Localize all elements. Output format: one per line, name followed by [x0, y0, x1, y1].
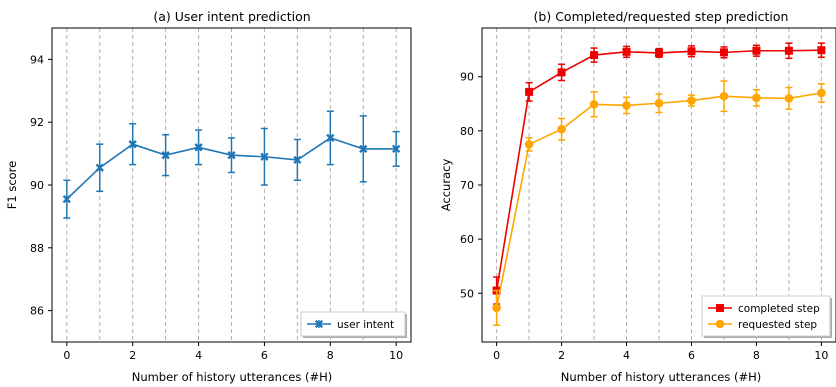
panel-user-intent: (a) User intent prediction Number of his… — [5, 9, 412, 384]
y-tick-label: 70 — [460, 179, 474, 192]
legend-box — [701, 295, 831, 337]
legend: completed step requested step — [701, 295, 832, 338]
data-point — [194, 143, 203, 152]
y-tick-label: 80 — [460, 125, 474, 138]
data-point — [326, 133, 335, 143]
data-point — [784, 94, 794, 103]
panel-step-prediction: (b) Completed/requested step prediction … — [439, 9, 836, 384]
data-point — [687, 47, 696, 56]
data-point — [161, 151, 170, 160]
data-point — [622, 101, 631, 110]
series-layer — [492, 42, 826, 326]
y-tick-label: 60 — [460, 233, 474, 246]
y-tick-label: 94 — [30, 53, 44, 66]
series-user-intent — [62, 110, 401, 219]
y-tick-label: 92 — [30, 116, 44, 129]
data-point — [392, 144, 401, 154]
data-point — [655, 48, 663, 57]
x-tick-label: 4 — [195, 349, 202, 362]
y-tick-label: 90 — [30, 179, 44, 192]
data-point — [227, 151, 236, 160]
tick-layer: 0 2 4 6 8 10 86 88 90 92 94 — [30, 53, 403, 362]
data-point — [752, 93, 761, 103]
data-point — [589, 100, 599, 109]
data-point — [293, 155, 302, 165]
data-point — [525, 87, 534, 96]
data-point — [752, 46, 761, 55]
legend-marker — [314, 319, 324, 329]
data-point — [95, 163, 104, 172]
data-point — [557, 124, 566, 134]
x-tick-label: 8 — [327, 349, 334, 362]
x-tick-label: 6 — [261, 349, 268, 362]
series-completed-step — [492, 42, 826, 305]
legend: user intent — [300, 311, 407, 338]
data-point — [62, 194, 71, 204]
legend-label: requested step — [738, 319, 817, 331]
y-axis-label: F1 score — [5, 161, 19, 210]
x-tick-label: 0 — [63, 349, 70, 362]
x-tick-label: 10 — [814, 349, 828, 362]
grid — [66, 28, 397, 342]
data-point — [359, 144, 368, 154]
x-tick-label: 10 — [389, 349, 403, 362]
data-point — [260, 152, 269, 161]
data-point — [557, 68, 566, 77]
y-tick-label: 50 — [460, 287, 474, 300]
data-point — [719, 48, 728, 57]
y-axis-label: Accuracy — [439, 159, 453, 212]
legend-label: completed step — [738, 303, 820, 315]
data-point — [128, 140, 137, 149]
y-tick-label: 90 — [460, 71, 474, 84]
data-point — [817, 46, 826, 55]
x-tick-label: 4 — [623, 349, 630, 362]
series-requested-step — [492, 80, 826, 326]
data-point — [784, 46, 793, 55]
series-layer — [62, 110, 401, 219]
chart-title: (a) User intent prediction — [153, 9, 310, 24]
data-point — [687, 96, 696, 105]
x-tick-label: 2 — [558, 349, 565, 362]
y-tick-label: 88 — [30, 242, 44, 255]
chart-title: (b) Completed/requested step prediction — [534, 9, 789, 24]
legend-label: user intent — [337, 319, 394, 331]
x-tick-label: 6 — [688, 349, 695, 362]
tick-layer: 0 2 4 6 8 10 50 60 70 80 90 — [460, 71, 828, 362]
x-axis-label: Number of history utterances (#H) — [561, 370, 762, 384]
y-tick-label: 86 — [30, 305, 44, 318]
data-point — [590, 51, 599, 60]
x-tick-label: 2 — [129, 349, 136, 362]
x-axis-label: Number of history utterances (#H) — [132, 370, 333, 384]
x-tick-label: 8 — [753, 349, 760, 362]
legend-marker — [716, 304, 724, 312]
data-point — [654, 98, 664, 108]
x-tick-label: 0 — [493, 349, 500, 362]
data-point — [622, 47, 631, 56]
legend-marker — [715, 319, 725, 329]
data-point — [524, 140, 534, 149]
data-point — [492, 303, 501, 313]
data-point — [719, 91, 729, 101]
data-point — [817, 88, 826, 98]
grid — [496, 28, 822, 342]
